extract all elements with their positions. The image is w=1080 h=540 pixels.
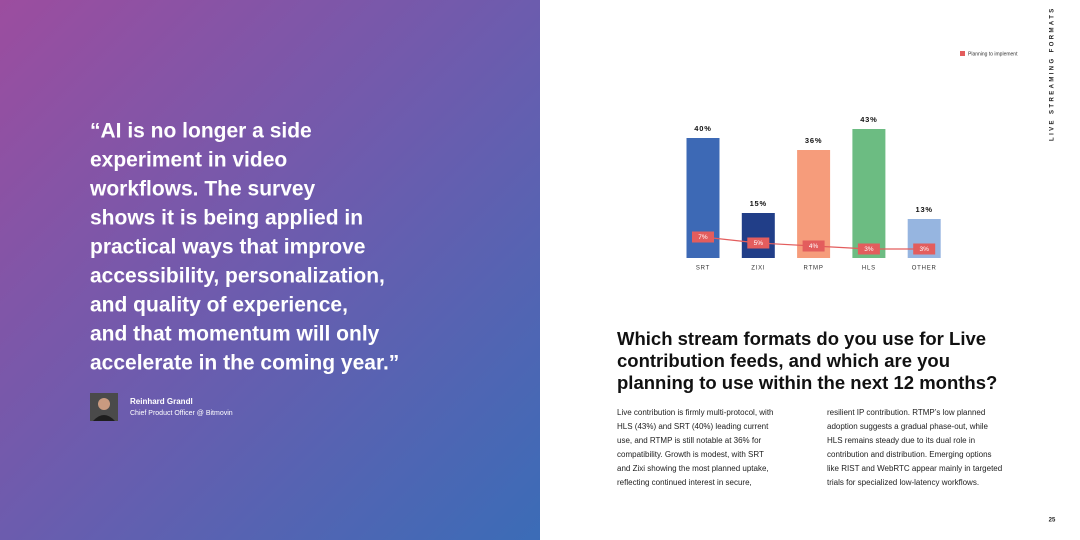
author-name: Reinhard Grandl (130, 397, 193, 406)
bar-value-label: 15% (750, 199, 767, 208)
planned-value-label: 5% (754, 240, 764, 247)
author-photo (90, 393, 118, 421)
body-line: like RIST and WebRTC appear mainly in ta… (827, 464, 1002, 473)
x-tick-label: SRT (696, 266, 710, 272)
quote-line: experiment in video (90, 149, 287, 172)
bar-value-label: 40% (694, 124, 711, 133)
quote-line: “AI is no longer a side (90, 120, 312, 143)
quote-line: practical ways that improve (90, 236, 365, 259)
planned-value-label: 3% (864, 246, 874, 253)
bar-value-label: 43% (860, 115, 877, 124)
planned-marker (913, 243, 936, 255)
body-line: Live contribution is firmly multi-protoc… (617, 408, 774, 417)
quote-line: accelerate in the coming year.” (90, 352, 399, 375)
quote-line: and that momentum will only (90, 323, 380, 346)
planned-marker (692, 231, 714, 243)
planned-marker (802, 240, 825, 252)
x-tick-label: HLS (862, 266, 876, 272)
page-number: 25 (1049, 518, 1056, 524)
bar-value-label: 13% (915, 205, 932, 214)
quote-panel (0, 0, 540, 540)
planned-marker (857, 243, 880, 255)
planned-value-label: 3% (919, 246, 929, 253)
body-line: HLS (43%) and SRT (40%) leading current (617, 422, 769, 431)
planned-value-label: 4% (809, 243, 819, 250)
x-tick-label: RTMP (804, 266, 824, 272)
quote-line: shows it is being applied in (90, 207, 363, 230)
body-line: compatibility. Growth is modest, with SR… (617, 450, 764, 459)
body-line: reflecting continued interest in secure, (617, 478, 752, 487)
section-label: LIVE STREAMING FORMATS (1050, 6, 1056, 141)
quote-line: workflows. The survey (89, 178, 316, 201)
planned-marker (747, 237, 770, 249)
x-tick-label: ZIXI (751, 266, 765, 272)
body-line: adoption suggests a gradual phase-out, w… (827, 422, 989, 431)
quote-line: and quality of experience, (90, 294, 348, 317)
body-line: use, and RTMP is still notable at 36% fo… (617, 436, 762, 445)
heading-line: contribution feeds, and which are you (617, 350, 950, 371)
body-line: resilient IP contribution. RTMP’s low pl… (827, 408, 985, 417)
content-panel (540, 0, 1080, 540)
legend-label: Planning to implement (968, 51, 1018, 57)
x-tick-label: OTHER (912, 266, 937, 272)
quote-line: accessibility, personalization, (90, 265, 385, 288)
planned-value-label: 7% (698, 234, 708, 241)
bar-value-label: 36% (805, 136, 822, 145)
heading-line: Which stream formats do you use for Live (617, 328, 986, 349)
body-line: HLS remains steady due to its dual role … (827, 436, 975, 445)
heading-line: planning to use within the next 12 month… (617, 372, 997, 393)
bar (797, 150, 831, 258)
body-line: trials for specialized low-latency workf… (827, 478, 979, 487)
legend-swatch (960, 51, 965, 56)
body-line: contribution and distribution. Emerging … (827, 450, 992, 459)
body-line: and Zixi showing the most planned uptake… (617, 464, 769, 473)
author-role: Chief Product Officer @ Bitmovin (130, 410, 233, 417)
bar (852, 129, 886, 258)
bar (741, 213, 775, 258)
